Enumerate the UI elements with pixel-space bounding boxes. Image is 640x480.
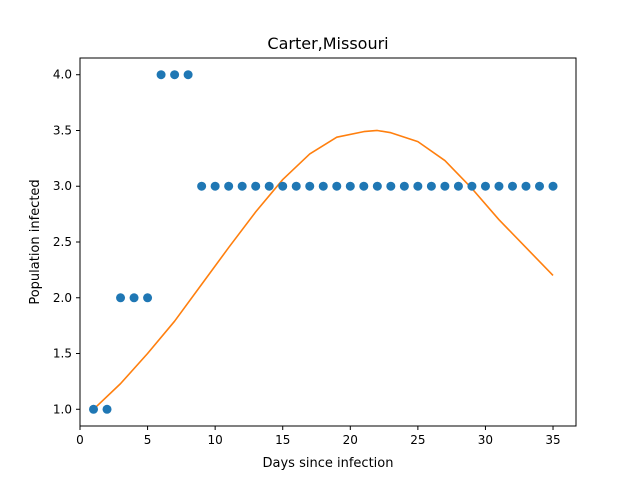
data-point	[210, 181, 220, 191]
y-tick-label: 3.0	[53, 179, 72, 193]
x-tick-label: 20	[343, 433, 358, 447]
data-point	[467, 181, 477, 191]
data-point	[116, 293, 126, 303]
data-point	[237, 181, 247, 191]
data-point	[264, 181, 274, 191]
data-point	[251, 181, 261, 191]
x-tick-label: 35	[545, 433, 560, 447]
y-tick-label: 1.0	[53, 402, 72, 416]
y-tick-label: 2.5	[53, 235, 72, 249]
data-point	[548, 181, 558, 191]
x-tick-label: 25	[410, 433, 425, 447]
x-tick-label: 10	[208, 433, 223, 447]
data-point	[480, 181, 490, 191]
data-point	[183, 70, 193, 80]
y-tick-label: 4.0	[53, 68, 72, 82]
data-point	[291, 181, 301, 191]
data-point	[507, 181, 517, 191]
x-tick-label: 30	[478, 433, 493, 447]
data-point	[305, 181, 315, 191]
x-tick-label: 5	[144, 433, 152, 447]
y-tick-label: 2.0	[53, 291, 72, 305]
data-point	[102, 404, 112, 414]
y-tick-label: 3.5	[53, 123, 72, 137]
chart-title: Carter,Missouri	[267, 34, 388, 53]
data-point	[332, 181, 342, 191]
data-point	[345, 181, 355, 191]
x-tick-label: 0	[76, 433, 84, 447]
data-point	[372, 181, 382, 191]
data-point	[535, 181, 545, 191]
plot-area	[89, 70, 558, 414]
data-point	[386, 181, 396, 191]
x-tick-label: 15	[275, 433, 290, 447]
data-point	[494, 181, 504, 191]
data-point	[156, 70, 166, 80]
data-point	[89, 404, 99, 414]
data-point	[440, 181, 450, 191]
data-point	[453, 181, 463, 191]
data-point	[399, 181, 409, 191]
axes: 0 5 10 15 20 25 30 35 1.0 1.5 2.0 2.5 3.0 3.5 4.0	[53, 57, 577, 447]
data-point	[143, 293, 153, 303]
y-axis-label: Population infected	[28, 179, 43, 304]
data-point	[278, 181, 288, 191]
data-point	[129, 293, 139, 303]
data-point	[170, 70, 180, 80]
y-tick-label: 1.5	[53, 347, 72, 361]
data-point	[521, 181, 531, 191]
data-point	[359, 181, 369, 191]
data-point	[224, 181, 234, 191]
data-point	[197, 181, 207, 191]
data-point	[426, 181, 436, 191]
x-axis-label: Days since infection	[263, 456, 394, 471]
data-point	[318, 181, 328, 191]
data-point	[413, 181, 423, 191]
